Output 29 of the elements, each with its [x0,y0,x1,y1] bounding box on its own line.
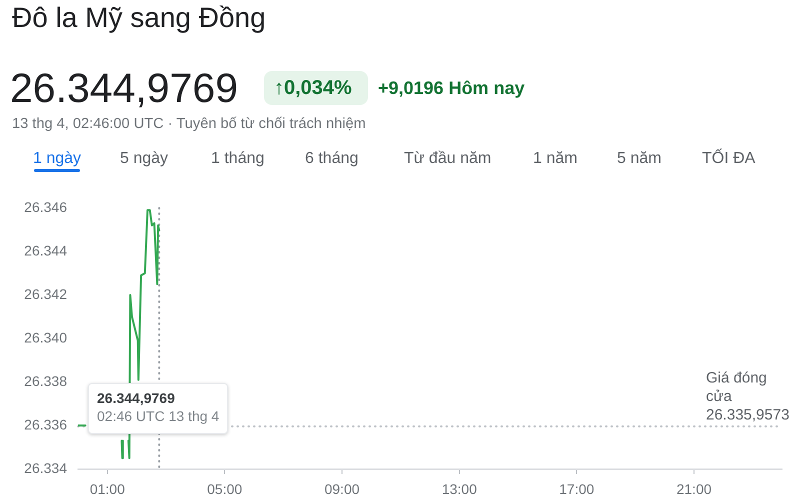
tooltip: 26.344,9769 02:46 UTC 13 thg 4 [88,383,228,434]
text: Từ đầu năm [404,149,492,169]
x-tick-label: 01:00 [90,480,126,497]
y-tick-label: 26.334 [24,460,68,476]
y-tick-label: 26.338 [24,372,68,389]
y-tick-label: 26.336 [24,416,68,432]
x-tick-label: 09:00 [324,480,360,497]
text: 1 tháng [211,149,264,169]
text: 5 năm [617,149,662,169]
change-badge: ↑0,034% [264,71,368,105]
y-tick-label: 26.340 [24,329,68,346]
text: 1 ngày [33,149,82,169]
text: 26.344,9769 [10,64,238,112]
y-tick-label: 26.346 [24,198,68,215]
y-tick-label: 26.344 [24,242,68,258]
y-tick-label: 26.342 [24,286,68,302]
text: 13 thg 4, 02:46:00 UTC · Tuyên bố từ chối trách nhiệm [12,116,366,133]
x-tick-label: 21:00 [676,480,712,497]
x-tick-label: 13:00 [442,480,478,497]
x-tick-label: 05:00 [207,480,242,497]
text: 1 năm [533,149,578,169]
x-tick-label: 17:00 [559,480,594,497]
text: +9,0196 Hôm nay [378,77,525,99]
ref-line-label: Giá đóng cửa 26.335,9573 [706,370,790,424]
text: 5 ngày [120,149,168,169]
annotation: 02:46 UTC 13 thg 4 [97,408,220,425]
text: 6 tháng [305,149,358,169]
text: TỐI ĐA [702,149,756,169]
chart-title: Đô la Mỹ sang Đồng [12,2,266,34]
